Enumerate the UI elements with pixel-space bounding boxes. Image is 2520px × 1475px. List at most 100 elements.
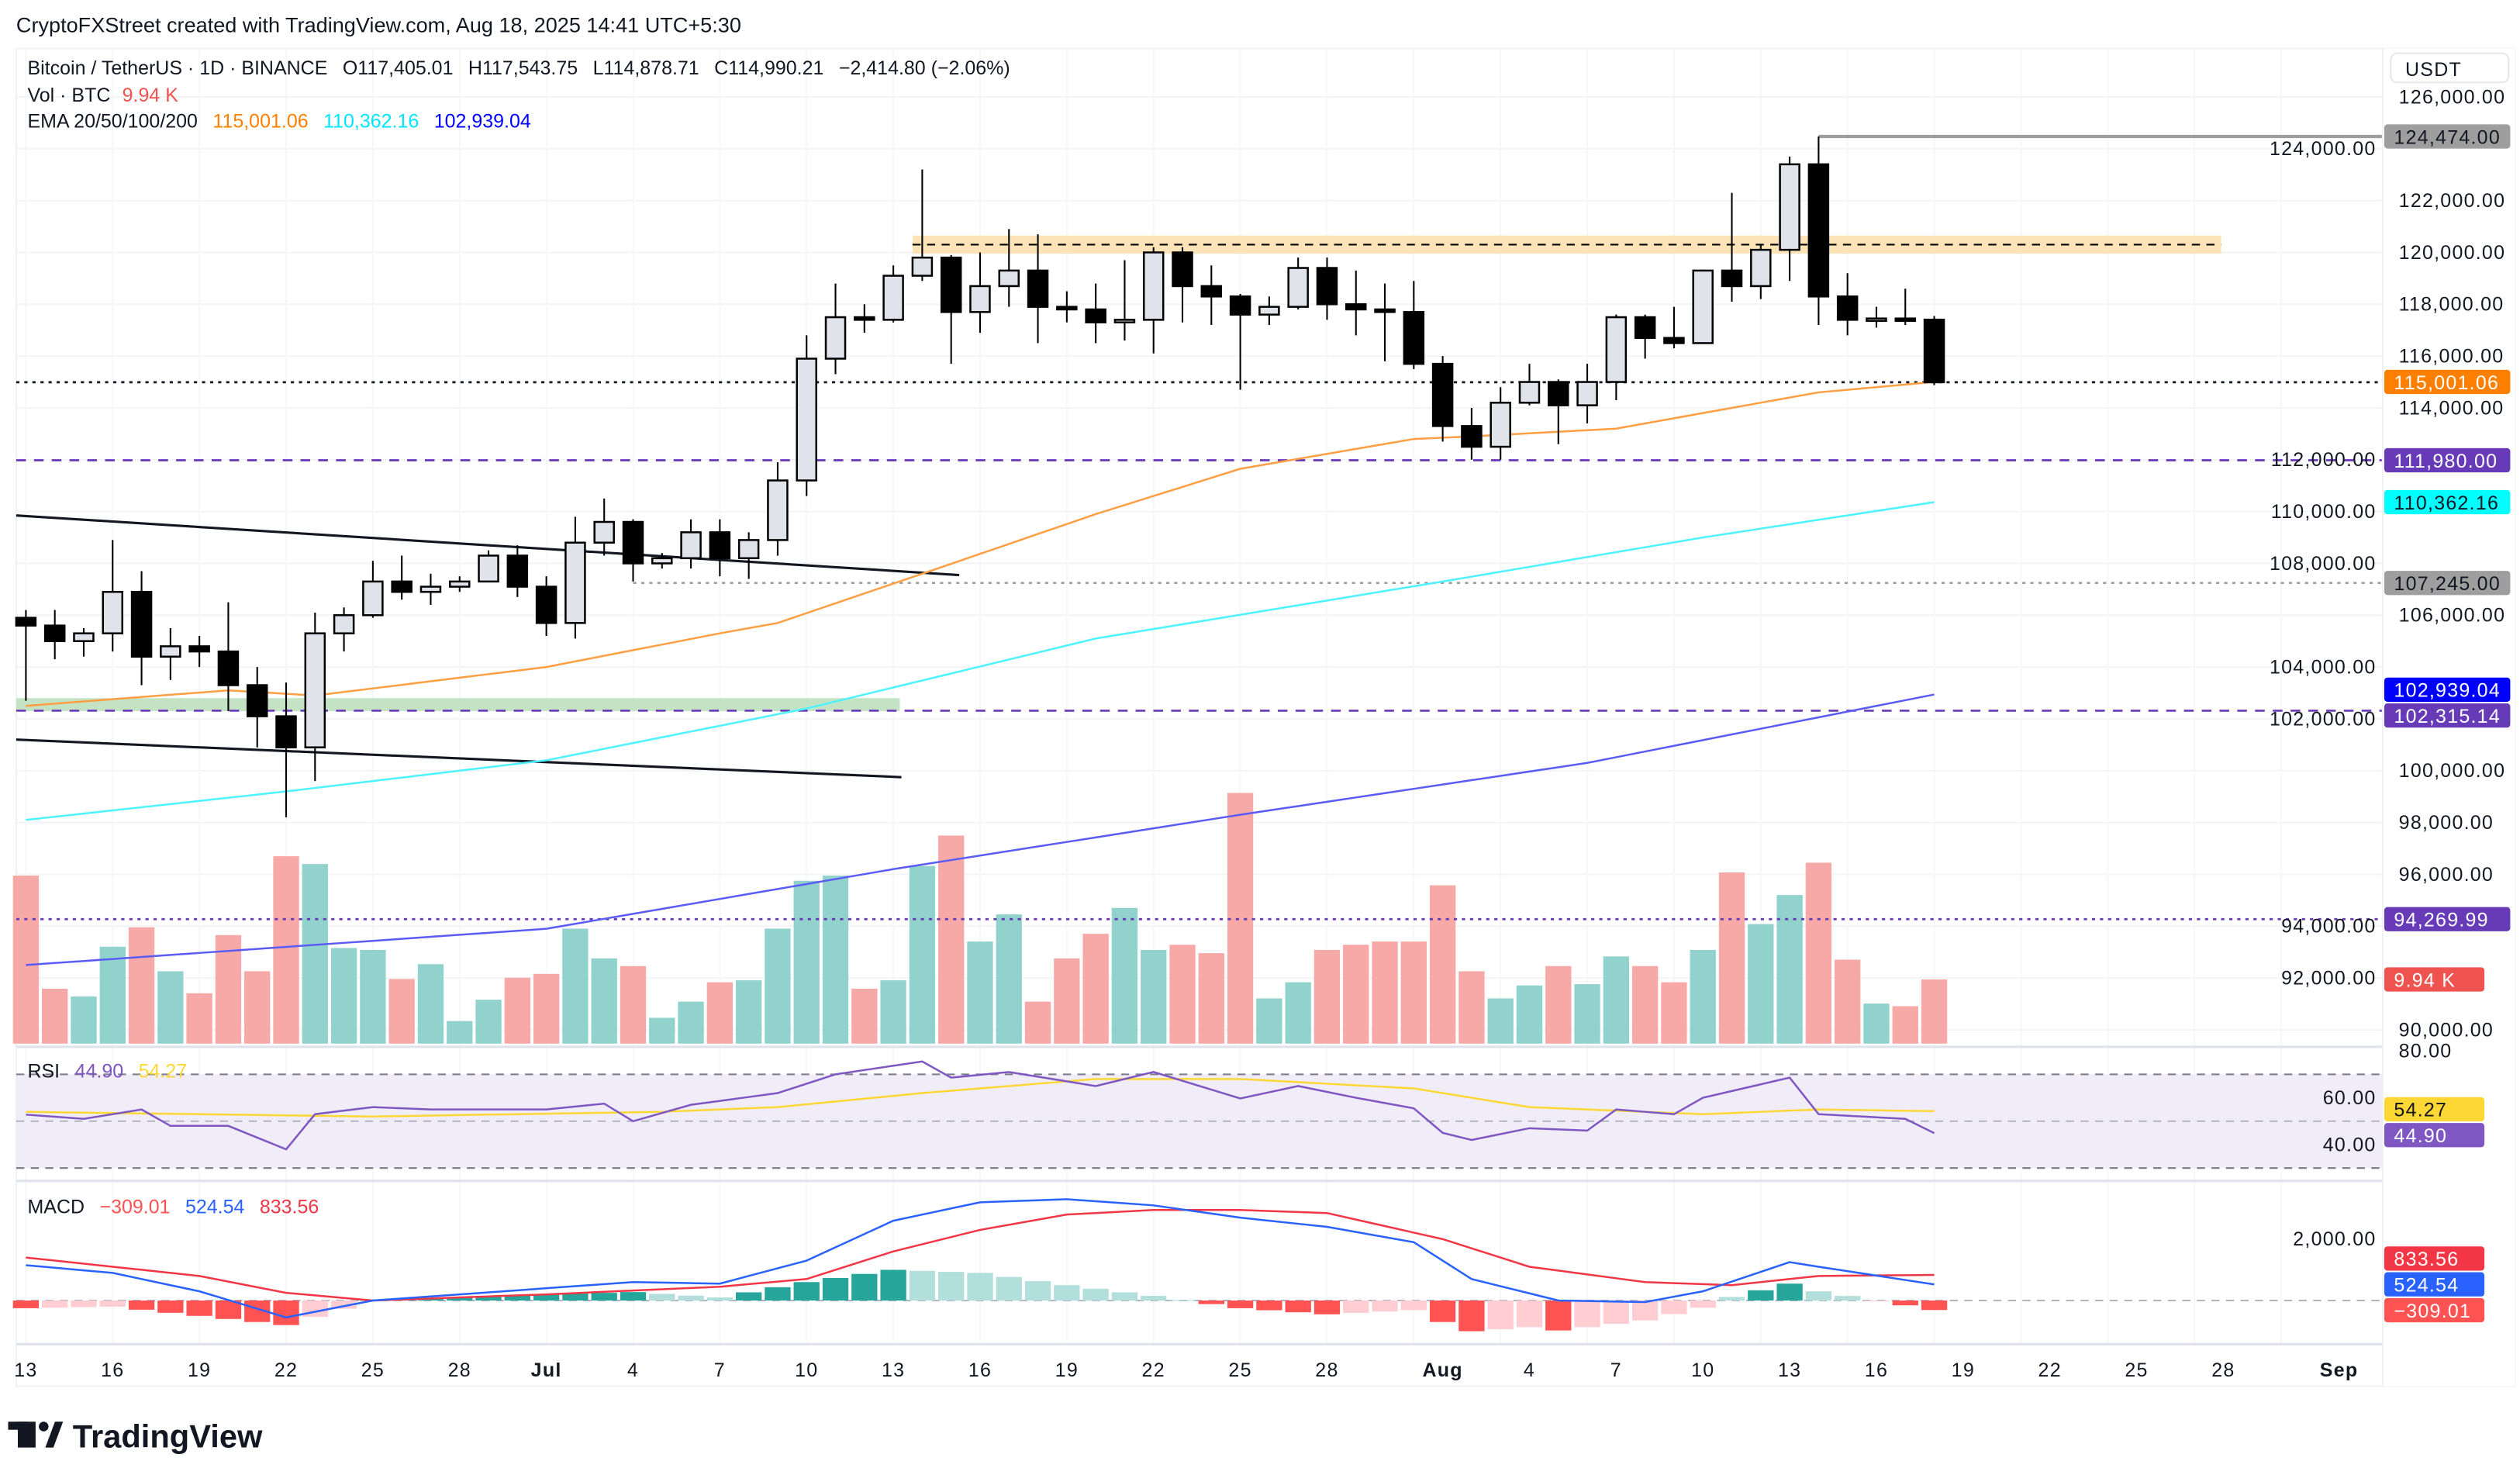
candle[interactable] [882, 265, 904, 323]
time-tick-label: 22 [1142, 1359, 1165, 1381]
candle[interactable] [43, 610, 66, 660]
legend-macd: MACD −309.01 524.54 833.56 [27, 1197, 319, 1218]
volume-bar [909, 865, 936, 1044]
candle[interactable] [362, 561, 384, 618]
candle[interactable] [506, 545, 529, 597]
volume-bar [1892, 1006, 1918, 1044]
tradingview-logo[interactable]: TradingView [8, 1418, 263, 1455]
volume-bar [1111, 907, 1138, 1044]
candle[interactable] [1605, 314, 1628, 400]
candle[interactable] [1663, 306, 1685, 349]
candle[interactable] [1692, 269, 1714, 344]
candle[interactable] [1200, 265, 1223, 326]
candle[interactable] [1461, 407, 1483, 460]
candle[interactable] [1056, 291, 1078, 323]
candle[interactable] [188, 636, 210, 668]
candle[interactable] [535, 576, 558, 637]
candle[interactable] [1258, 296, 1280, 326]
candle[interactable] [102, 540, 124, 652]
candle[interactable] [1721, 192, 1743, 302]
candle[interactable] [449, 576, 471, 592]
candle[interactable] [419, 573, 442, 605]
candle[interactable] [478, 550, 499, 583]
candle[interactable] [680, 519, 702, 569]
candle[interactable] [1866, 306, 1887, 328]
candle[interactable] [275, 682, 297, 817]
candle[interactable] [1490, 387, 1511, 460]
candle[interactable] [333, 607, 355, 652]
candle[interactable] [1923, 316, 1945, 385]
ema-label: EMA 20/50/100/200 [27, 111, 197, 133]
volume-bar [562, 928, 589, 1044]
volume-bar [244, 971, 271, 1044]
macd-histogram-bar [1690, 1301, 1716, 1308]
macd-histogram-bar [1343, 1301, 1369, 1314]
candle[interactable] [73, 628, 95, 657]
candle[interactable] [1548, 379, 1569, 444]
candle[interactable] [1345, 270, 1367, 336]
volume-bar [1400, 941, 1427, 1044]
candle[interactable] [1229, 293, 1251, 390]
macd-histogram-bar [851, 1273, 878, 1301]
candle[interactable] [1431, 356, 1454, 442]
candle[interactable] [1634, 314, 1656, 359]
candle[interactable] [651, 553, 673, 569]
candle[interactable] [160, 628, 181, 680]
candle-body [651, 557, 673, 565]
volume-bar [1227, 793, 1254, 1044]
candle[interactable] [911, 169, 934, 282]
candle[interactable] [593, 498, 615, 556]
candle[interactable] [796, 335, 817, 496]
candle[interactable] [15, 610, 37, 701]
volume-bar [302, 864, 328, 1044]
volume-bar [1690, 949, 1716, 1044]
macd-histogram-bar [99, 1301, 126, 1307]
candle[interactable] [940, 254, 962, 364]
candle[interactable] [217, 602, 240, 711]
price-axis[interactable]: 126,000.00 124,000.00 122,000.00 120,000.00… [2270, 86, 2505, 1250]
candle[interactable] [1403, 281, 1425, 369]
candle[interactable] [564, 516, 586, 639]
macd-histogram-bar [417, 1298, 444, 1301]
candle[interactable] [1316, 257, 1338, 320]
candle[interactable] [1576, 364, 1598, 424]
candle[interactable] [1750, 244, 1772, 299]
candle[interactable] [1172, 247, 1193, 323]
candle[interactable] [1142, 247, 1165, 354]
price-tick-label: 90,000.00 [2399, 1019, 2494, 1041]
candle[interactable] [1836, 273, 1859, 336]
candle[interactable] [767, 462, 789, 556]
candle-body [1431, 362, 1454, 427]
candle[interactable] [1894, 288, 1917, 326]
candle-body [1461, 425, 1483, 448]
candle[interactable] [1374, 283, 1396, 361]
currency-button[interactable]: USDT [2390, 52, 2510, 84]
volume-bar [99, 946, 126, 1044]
macd-histogram-bar [330, 1301, 357, 1309]
candle[interactable] [1113, 260, 1136, 341]
candle[interactable] [1779, 156, 1800, 282]
candle[interactable] [1807, 136, 1830, 326]
candle[interactable] [969, 252, 991, 333]
candle[interactable] [824, 283, 847, 375]
candle[interactable] [998, 229, 1020, 307]
candle[interactable] [130, 571, 153, 686]
candle[interactable] [854, 304, 875, 333]
rsi-value: 44.90 [75, 1061, 124, 1083]
candle[interactable] [246, 667, 268, 748]
candle[interactable] [737, 532, 760, 579]
volume-bar [1921, 979, 1948, 1044]
candle[interactable] [1287, 257, 1309, 309]
candles[interactable] [15, 136, 1945, 817]
candle[interactable] [1027, 234, 1049, 344]
candle[interactable] [304, 612, 326, 782]
candle[interactable] [709, 519, 731, 577]
candle[interactable] [1085, 283, 1106, 344]
candle-body [1923, 318, 1945, 384]
macd-histogram-bar [1892, 1301, 1918, 1306]
candle[interactable] [622, 519, 644, 582]
candle[interactable] [1518, 364, 1541, 406]
candle[interactable] [391, 555, 413, 600]
time-axis[interactable]: 13 16 19 22 25 28 Jul 4 7 10 13 16 19 22 25 28 Aug 4 7 10 13… [14, 1359, 2358, 1381]
